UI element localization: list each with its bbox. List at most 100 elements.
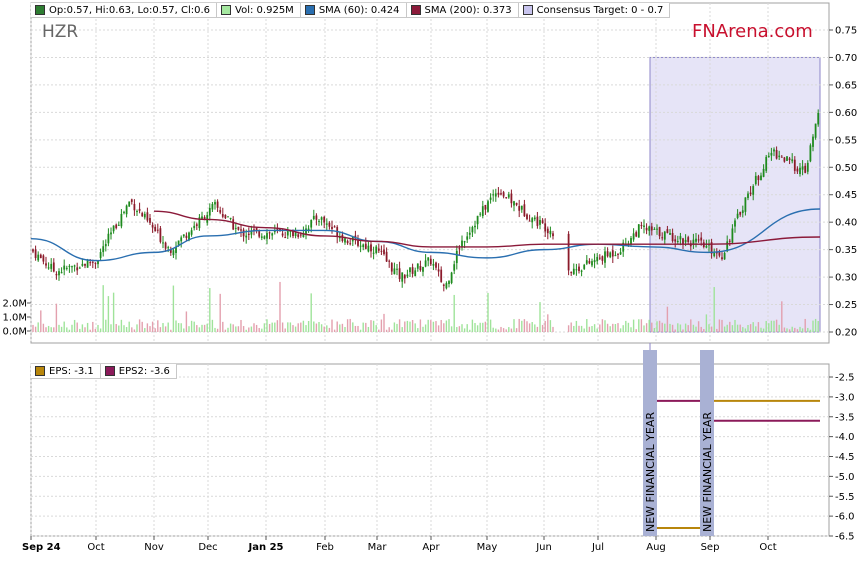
price-candle bbox=[193, 225, 196, 229]
price-candle bbox=[65, 267, 68, 269]
price-candle bbox=[513, 201, 515, 206]
price-candle bbox=[50, 263, 53, 269]
volume-bar bbox=[479, 322, 481, 332]
volume-bar bbox=[450, 326, 453, 332]
volume-bar bbox=[419, 319, 422, 332]
price-candle bbox=[804, 165, 807, 173]
price-candle bbox=[723, 252, 726, 260]
volume-bar bbox=[513, 319, 515, 332]
volume-bar bbox=[138, 319, 141, 332]
price-candle bbox=[203, 217, 206, 221]
price-candle bbox=[450, 272, 453, 283]
volume-bar bbox=[768, 323, 770, 332]
volume-bar bbox=[487, 292, 489, 332]
volume-bar bbox=[671, 324, 674, 332]
price-candle bbox=[682, 238, 684, 244]
volume-bar bbox=[112, 292, 115, 332]
price-candle bbox=[372, 252, 375, 254]
volume-bar bbox=[372, 320, 375, 332]
volume-bar bbox=[170, 329, 172, 332]
price-candle bbox=[786, 156, 788, 161]
volume-bar bbox=[531, 322, 533, 332]
volume-bar bbox=[344, 326, 346, 332]
price-candle bbox=[661, 237, 664, 239]
volume-bar bbox=[237, 326, 240, 332]
price-candle bbox=[591, 261, 593, 266]
price-candle bbox=[188, 232, 190, 241]
price-legend-label: SMA (200): 0.373 bbox=[424, 4, 512, 16]
price-candle bbox=[648, 226, 651, 231]
volume-bar bbox=[245, 329, 247, 332]
price-candle bbox=[162, 242, 164, 244]
volume-bar bbox=[739, 324, 741, 332]
price-candle bbox=[419, 266, 422, 271]
price-candle bbox=[133, 203, 136, 211]
volume-bar bbox=[144, 328, 146, 332]
volume-bar bbox=[84, 327, 86, 332]
brand-logo[interactable]: FNArena.com bbox=[692, 21, 813, 42]
x-tick-label: Jun bbox=[535, 542, 552, 553]
volume-bar bbox=[796, 329, 799, 332]
volume-bar bbox=[401, 327, 403, 332]
volume-bar bbox=[469, 329, 471, 332]
price-candle bbox=[762, 168, 765, 177]
volume-bar bbox=[697, 321, 700, 332]
price-candle bbox=[744, 197, 747, 212]
volume-bar bbox=[622, 325, 624, 332]
price-candle bbox=[409, 267, 411, 273]
price-legend: Op:0.57, Hi:0.63, Lo:0.57, Cl:0.6 Vol: 0.… bbox=[31, 3, 671, 18]
volume-bar bbox=[185, 311, 188, 332]
price-candle bbox=[533, 217, 536, 220]
price-candle bbox=[242, 229, 245, 237]
price-candle bbox=[73, 265, 76, 267]
volume-bar bbox=[705, 314, 708, 332]
volume-bar bbox=[799, 326, 801, 332]
price-candle bbox=[331, 226, 333, 229]
volume-bar bbox=[443, 323, 445, 332]
price-legend-item: SMA (60): 0.424 bbox=[301, 3, 407, 17]
volume-bar bbox=[367, 326, 370, 332]
price-candle bbox=[531, 218, 534, 223]
price-candle bbox=[107, 233, 110, 244]
price-candle bbox=[169, 249, 172, 253]
price-candle bbox=[669, 233, 671, 235]
volume-bar bbox=[68, 329, 71, 332]
volume-bar bbox=[440, 319, 442, 332]
volume-bar bbox=[167, 322, 169, 332]
volume-bar bbox=[599, 324, 601, 332]
price-candle bbox=[697, 239, 700, 241]
volume-bar bbox=[801, 328, 804, 332]
price-candle bbox=[325, 223, 328, 225]
volume-bar bbox=[73, 319, 76, 332]
volume-bar bbox=[456, 327, 458, 332]
price-candle bbox=[401, 272, 404, 282]
volume-bar bbox=[601, 319, 604, 332]
price-candle bbox=[705, 245, 708, 248]
price-candle bbox=[500, 193, 502, 195]
volume-bar bbox=[635, 329, 637, 332]
volume-bar bbox=[775, 319, 778, 332]
price-candle bbox=[154, 226, 157, 232]
price-candle bbox=[229, 217, 232, 220]
price-candle bbox=[726, 241, 729, 252]
volume-bar bbox=[250, 326, 253, 332]
price-candle bbox=[214, 202, 216, 205]
volume-bar bbox=[687, 325, 689, 332]
eps-tick-label: -5.0 bbox=[835, 472, 855, 483]
price-candle bbox=[429, 258, 432, 265]
volume-bar bbox=[817, 321, 819, 332]
volume-bar bbox=[385, 329, 388, 332]
volume-bar bbox=[627, 322, 630, 332]
volume-bar bbox=[40, 310, 42, 332]
volume-bar bbox=[341, 323, 344, 332]
price-candle bbox=[546, 228, 549, 234]
price-candle bbox=[518, 206, 521, 211]
volume-bar bbox=[310, 293, 312, 332]
volume-bar bbox=[266, 319, 268, 332]
volume-bar bbox=[432, 321, 435, 332]
volume-bar bbox=[232, 324, 234, 332]
volume-bar bbox=[284, 328, 286, 332]
price-candle bbox=[195, 224, 198, 226]
price-candle bbox=[224, 214, 227, 219]
price-candle bbox=[123, 211, 125, 213]
